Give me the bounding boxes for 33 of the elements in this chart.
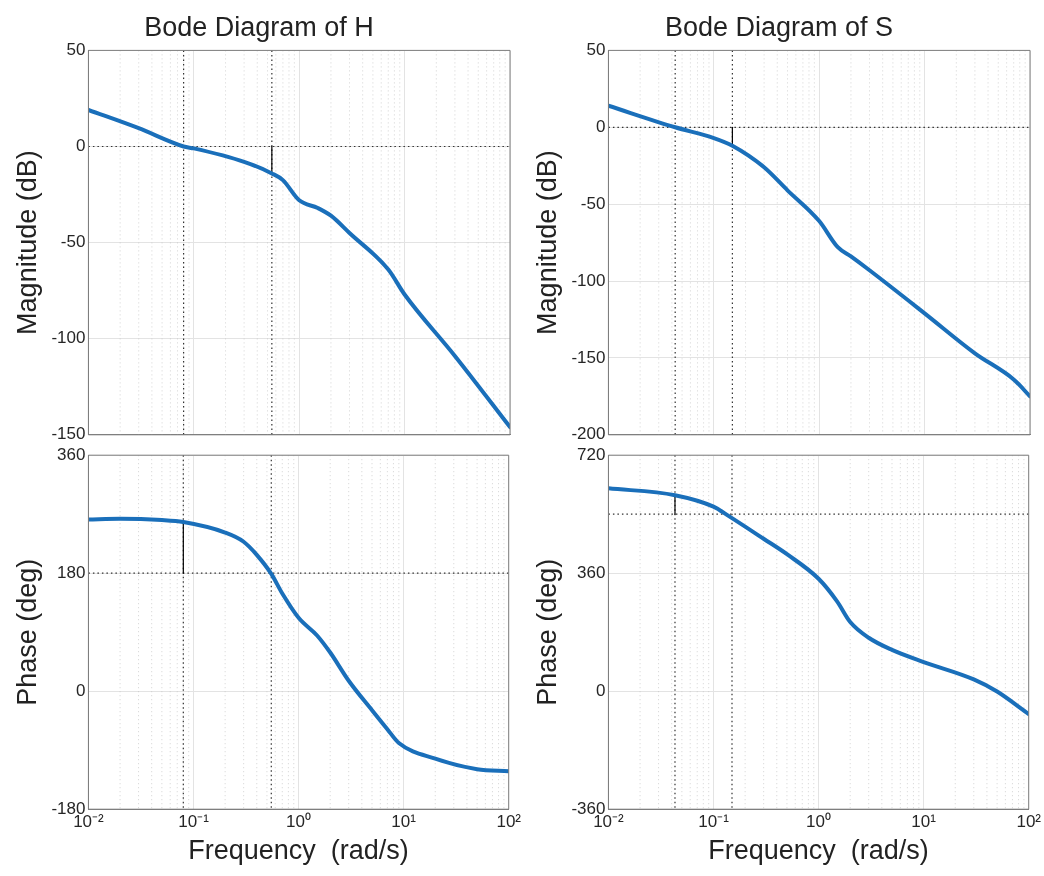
y-tick-label: 50 [66, 40, 86, 60]
y-tick-label: -100 [51, 328, 86, 348]
chart-title: Bode Diagram of H [144, 11, 374, 42]
x-tick-label: 10⁰ [286, 812, 312, 832]
x-tick-label: 10⁻¹ [698, 812, 730, 832]
y-tick-label: 0 [75, 136, 86, 156]
x-tick-label: 10¹ [391, 812, 417, 832]
y-axis-title: Magnitude (dB) [11, 150, 42, 335]
y-tick-label: 360 [57, 444, 86, 464]
x-tick-label: 10² [496, 812, 522, 832]
y-tick-label: -50 [60, 232, 86, 252]
x-axis-title: Frequency (rad/s) [708, 835, 929, 866]
y-tick-label: -50 [580, 193, 606, 213]
y-tick-label: 720 [577, 444, 606, 464]
y-tick-label: 0 [75, 680, 86, 700]
x-tick-label: 10² [1016, 812, 1042, 832]
y-tick-label: 0 [595, 680, 606, 700]
y-tick-label: -150 [51, 424, 86, 444]
y-tick-label: 0 [595, 116, 606, 136]
y-axis-title: Magnitude (dB) [531, 150, 562, 335]
y-tick-label: -150 [571, 347, 606, 367]
y-axis-title: Phase (deg) [531, 558, 562, 706]
x-tick-label: 10⁻¹ [178, 812, 210, 832]
x-axis-title: Frequency (rad/s) [188, 835, 409, 866]
x-tick-label: 10¹ [911, 812, 937, 832]
y-tick-label: -200 [571, 424, 606, 444]
y-tick-label: -100 [571, 270, 606, 290]
x-tick-label: 10⁰ [806, 812, 832, 832]
y-axis-title: Phase (deg) [11, 558, 42, 706]
y-tick-label: 50 [586, 40, 606, 60]
y-tick-label: 180 [57, 562, 86, 582]
chart-title: Bode Diagram of S [664, 11, 894, 42]
y-tick-label: 360 [577, 562, 606, 582]
